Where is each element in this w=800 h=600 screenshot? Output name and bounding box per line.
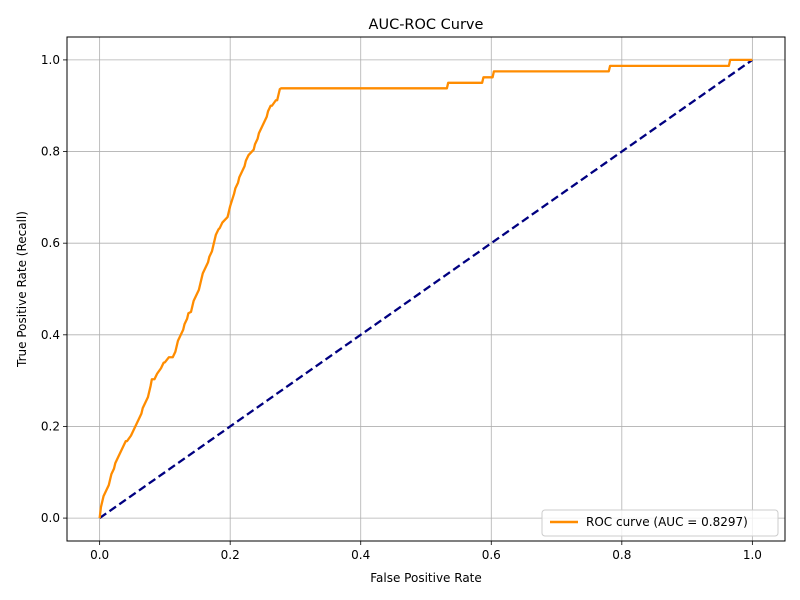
y-tick-label: 1.0 [41, 53, 60, 67]
x-tick-label: 0.4 [351, 548, 370, 562]
chart-title: AUC-ROC Curve [369, 17, 484, 33]
x-tick-label: 0.6 [482, 548, 501, 562]
y-tick-label: 0.8 [41, 145, 60, 159]
y-axis-label: True Positive Rate (Recall) [15, 211, 29, 368]
x-tick-label: 0.8 [612, 548, 631, 562]
y-axis-ticks: 0.0 0.2 0.4 0.6 0.8 1.0 [41, 53, 67, 525]
x-tick-label: 0.2 [221, 548, 240, 562]
legend-box [541, 509, 779, 537]
random-baseline-line [98, 58, 754, 520]
x-axis-label: False Positive Rate [370, 571, 482, 585]
x-tick-label: 1.0 [743, 548, 762, 562]
plot-frame [66, 36, 786, 542]
y-tick-label: 0.6 [41, 236, 60, 250]
x-axis-ticks: 0.0 0.2 0.4 0.6 0.8 1.0 [90, 541, 762, 562]
y-tick-label: 0.0 [41, 511, 60, 525]
x-tick-label: 0.0 [90, 548, 109, 562]
y-tick-label: 0.4 [41, 328, 60, 342]
curves [98, 58, 754, 520]
legend: ROC curve (AUC = 0.8297) [541, 509, 779, 537]
legend-label: ROC curve (AUC = 0.8297) [586, 515, 748, 529]
y-tick-label: 0.2 [41, 419, 60, 433]
roc-curve-line [98, 58, 753, 519]
